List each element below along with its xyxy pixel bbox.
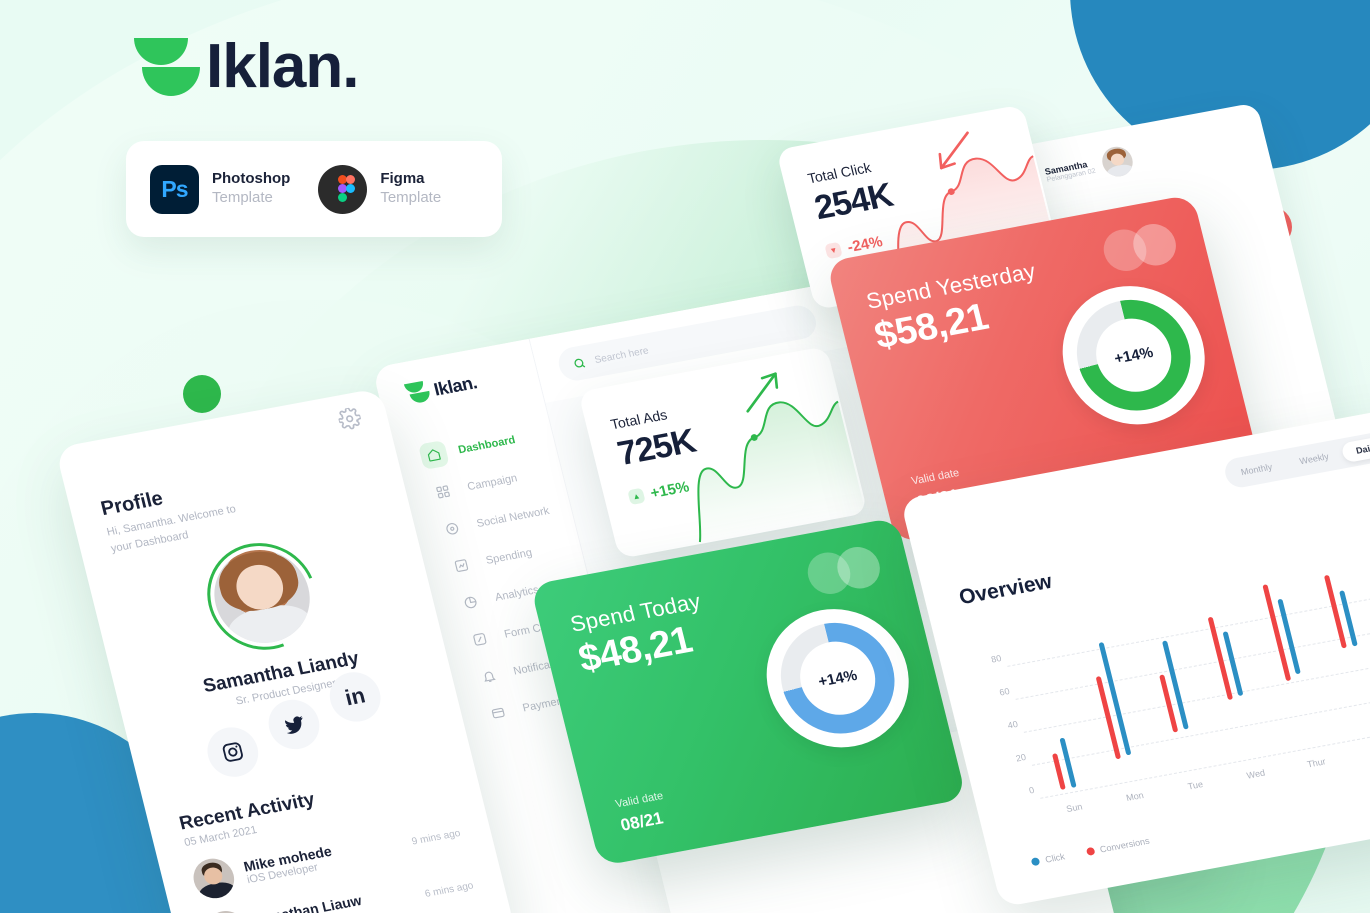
chart-bars: SunMonTueWedThurFriSat: [999, 555, 1370, 814]
twitter-icon[interactable]: [263, 695, 325, 754]
sidebar-item-spending[interactable]: Spending: [444, 525, 584, 586]
range-option-weekly[interactable]: Weekly: [1298, 451, 1330, 467]
badge-subtitle: Template: [380, 189, 442, 207]
y-axis-tick: 80: [990, 653, 1003, 665]
decorative-dot-green: [183, 375, 221, 413]
sidebar-brand-name: Iklan.: [431, 371, 479, 400]
legend-item-conversions: Conversions: [1085, 835, 1151, 857]
sidebar-item-dashboard[interactable]: Dashboard: [416, 415, 556, 476]
legend-label: Click: [1044, 851, 1066, 865]
legend-label: Conversions: [1098, 835, 1151, 855]
chart-box-icon: [446, 551, 478, 581]
search-placeholder: Search here: [593, 344, 650, 366]
sidebar-item-label: Campaign: [466, 472, 519, 494]
bell-icon: [473, 661, 505, 691]
photoshop-icon: Ps: [150, 164, 199, 214]
sidebar-item-payment[interactable]: Payment: [481, 673, 621, 734]
badge-subtitle: Template: [212, 189, 273, 207]
share-icon: [436, 514, 468, 544]
sidebar-brand: Iklan.: [403, 360, 539, 406]
badge-title: Photoshop: [212, 170, 291, 188]
range-option-monthly[interactable]: Monthly: [1239, 461, 1274, 478]
sidebar-item-label: Spending: [484, 546, 534, 567]
avatar: [202, 907, 252, 913]
home-icon: [417, 440, 450, 470]
sidebar-item-campaign[interactable]: Campaign: [426, 452, 566, 513]
stat-value: 725K: [613, 422, 700, 474]
x-axis-tick: Wed: [1245, 767, 1267, 781]
activity-time: 9 mins ago: [410, 827, 462, 848]
pie-icon: [455, 587, 487, 617]
badge-title: Figma: [380, 170, 425, 188]
edit-icon: [464, 624, 496, 654]
chart-legend: Click Conversions: [1030, 835, 1151, 868]
dashboard-window: Iklan. Dashboard Campaign Social Network: [372, 240, 1217, 913]
badge-photoshop: Ps Photoshop Template: [150, 164, 291, 214]
activity-name: Jonathan Liauw: [255, 892, 364, 913]
brand-name: Iklan.: [206, 32, 360, 101]
arrow-up-icon: ▲: [627, 487, 646, 506]
legend-item-click: Click: [1030, 851, 1066, 867]
sidebar-item-label: Dashboard: [457, 434, 517, 457]
y-axis-tick: 0: [1027, 784, 1036, 796]
y-axis-tick: 60: [998, 686, 1011, 698]
grid-icon: [427, 477, 459, 507]
range-toggle[interactable]: Monthly Weekly Daily: [1221, 429, 1370, 490]
sidebar-item-social-network[interactable]: Social Network: [435, 488, 575, 549]
avatar: [189, 855, 239, 902]
user-chip[interactable]: Samantha Pelanggaran 02: [1042, 144, 1137, 189]
template-badges: Ps Photoshop Template Figma Template: [126, 141, 502, 237]
sidebar-item-form-campaign[interactable]: Form Campaign: [462, 599, 602, 660]
arrow-up-right-icon: [746, 372, 779, 413]
avatar: [191, 525, 333, 667]
x-axis-tick: Sun: [1065, 801, 1084, 815]
card-icon: [482, 698, 514, 728]
figma-icon: [318, 164, 368, 214]
range-option-daily[interactable]: Daily: [1340, 434, 1370, 464]
arrow-down-icon: ▼: [824, 241, 843, 260]
stat-value: 254K: [810, 176, 897, 228]
sidebar-item-label: Social Network: [475, 504, 551, 530]
search-icon: [571, 356, 587, 371]
donut-percent: +14%: [816, 666, 859, 691]
valid-date-label: Valid date: [910, 467, 961, 488]
sparkline-total-ads: [697, 400, 866, 544]
page-title: Overview: [956, 569, 1055, 610]
iklan-leaf-logo: [403, 380, 432, 406]
gear-icon[interactable]: [336, 405, 368, 435]
sidebar-item-analytics[interactable]: Analytics: [453, 562, 593, 623]
activity-time: 6 mins ago: [423, 879, 475, 900]
x-axis-tick: Mon: [1125, 790, 1145, 803]
avatar: [1099, 144, 1137, 179]
brand-lockup: Iklan.: [130, 32, 360, 101]
stat-card-total-ads: Total Ads 725K ▲ +15%: [578, 345, 868, 559]
y-axis-tick: 20: [1014, 751, 1028, 764]
badge-figma: Figma Template: [318, 164, 442, 214]
sidebar: Iklan. Dashboard Campaign Social Network: [372, 338, 685, 913]
arrow-down-left-icon: [938, 131, 969, 170]
x-axis-tick: Fri: [1345, 741, 1370, 762]
donut-percent: +14%: [1112, 343, 1155, 368]
social-links: in: [159, 668, 437, 789]
x-axis-tick: Tue: [1186, 779, 1205, 792]
valid-date-label: Valid date: [614, 790, 665, 811]
profile-panel: Profile Hi, Samantha. Welcome to your Da…: [55, 387, 516, 913]
topbar: Search here: [529, 240, 1078, 403]
instagram-icon[interactable]: [202, 723, 264, 781]
x-axis-tick: Thur: [1306, 756, 1327, 770]
search-input[interactable]: Search here: [555, 302, 820, 384]
sidebar-item-notification[interactable]: Notification: [472, 636, 612, 697]
iklan-leaf-logo: [130, 36, 200, 98]
valid-date-value: 08/21: [618, 808, 666, 835]
y-axis-tick: 40: [1006, 719, 1019, 731]
